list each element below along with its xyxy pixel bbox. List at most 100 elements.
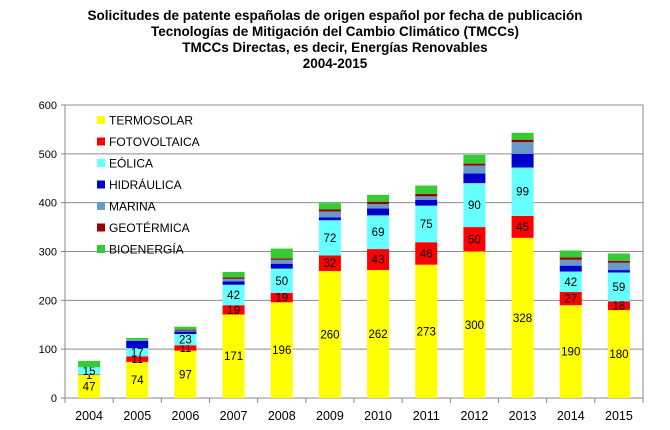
data-label: 11 (131, 354, 143, 366)
x-tick-label: 2010 (364, 409, 392, 423)
bar-segment (126, 340, 149, 349)
data-label: 97 (179, 369, 192, 381)
bar-segment (78, 374, 101, 376)
legend-label: GEOTÉRMICA (109, 220, 190, 235)
bar-segment (559, 292, 582, 306)
x-tick-label: 2011 (413, 409, 440, 423)
bar-segment (174, 350, 197, 398)
x-tick-label: 2008 (268, 409, 296, 423)
legend-label: BIOENERGÍA (109, 242, 184, 257)
bar-segment (318, 220, 341, 256)
data-label: 260 (320, 330, 339, 342)
y-tick-label: 300 (39, 247, 57, 259)
x-tick-label: 2009 (316, 409, 344, 423)
bar-segment (415, 193, 438, 197)
bar-segment (415, 264, 438, 398)
data-label: 99 (516, 187, 529, 199)
legend-label: TERMOSOLAR (109, 114, 193, 128)
chart-title-line-1: Solicitudes de patente españolas de orig… (87, 8, 583, 23)
bar-segment (222, 278, 245, 282)
bar-segment (463, 251, 486, 398)
bar-segment (270, 302, 293, 398)
bar-segment (559, 257, 582, 260)
data-label: 50 (275, 276, 288, 288)
data-label: 18 (613, 301, 626, 313)
bar-segment (126, 361, 149, 398)
data-label: 46 (420, 248, 433, 260)
bar-segment (607, 270, 630, 273)
bar-segment (174, 345, 197, 351)
bar-segment (511, 153, 534, 168)
bar-segment (511, 215, 534, 238)
legend-swatch (97, 245, 105, 253)
legend-swatch (97, 223, 105, 232)
bar-segment (270, 248, 293, 259)
data-label: 273 (417, 326, 436, 338)
bar-segment (126, 337, 149, 340)
bar-segment (78, 375, 101, 398)
bar-segment (367, 194, 390, 202)
legend-swatch (97, 159, 105, 167)
data-label: 196 (272, 345, 291, 357)
bar-segment (415, 205, 438, 243)
bar-segment (463, 227, 486, 252)
data-label: 300 (465, 320, 484, 332)
y-tick-label: 600 (39, 100, 57, 112)
data-label: 19 (227, 305, 240, 317)
bar-segment (511, 167, 534, 216)
chart-title-block: Solicitudes de patente españolas de orig… (0, 8, 670, 72)
bar-segment (607, 262, 630, 271)
legend-label: MARINA (109, 200, 156, 214)
bar-segment (270, 263, 293, 269)
legend-swatch (97, 180, 105, 189)
bar-segment (463, 163, 486, 166)
bar-segment (367, 249, 390, 271)
legend-label: HIDRÁULICA (109, 177, 182, 192)
data-label: 75 (420, 219, 433, 231)
bar-segment (415, 242, 438, 265)
bar-segment (174, 330, 197, 332)
data-label: 190 (561, 347, 580, 359)
legend-label: EÓLICA (109, 156, 153, 171)
data-label: 72 (324, 233, 337, 245)
bar-segment (607, 260, 630, 263)
bar-segment (607, 301, 630, 311)
x-tick-label: 2006 (172, 409, 200, 423)
data-label: 50 (468, 234, 481, 246)
bar-segment (318, 203, 341, 210)
bar-segment (511, 237, 534, 398)
y-tick-label: 100 (39, 344, 57, 356)
bar-segment (222, 305, 245, 315)
data-label: 23 (179, 335, 192, 347)
data-label: 11 (179, 343, 191, 355)
bar-segment (78, 360, 101, 368)
bar-segment (222, 272, 245, 278)
bar-segment (270, 258, 293, 260)
data-label: 171 (224, 351, 243, 363)
x-tick-label: 2012 (461, 409, 489, 423)
bar-segment (174, 331, 197, 335)
bar-segment (222, 281, 245, 285)
data-label: 74 (131, 375, 144, 387)
data-label: 42 (564, 277, 577, 289)
bar-segment (222, 284, 245, 306)
y-tick-label: 400 (39, 198, 57, 210)
data-label: 19 (275, 293, 288, 305)
x-tick-label: 2015 (605, 409, 633, 423)
bar-segment (126, 356, 149, 362)
bar-segment (463, 165, 486, 174)
data-label: 27 (564, 294, 577, 306)
data-label: 32 (324, 258, 337, 270)
bar-segment (270, 268, 293, 294)
bar-segment (511, 132, 534, 140)
y-tick-label: 500 (39, 149, 57, 161)
bar-segment (415, 185, 438, 194)
bar-segment (318, 255, 341, 272)
bar-segment (270, 259, 293, 264)
data-label: 328 (513, 313, 532, 325)
x-tick-label: 2004 (75, 409, 103, 423)
bar-segment (415, 196, 438, 200)
bar-segment (559, 271, 582, 293)
chart-title-line-3: TMCCs Directas, es decir, Energías Renov… (182, 40, 488, 55)
